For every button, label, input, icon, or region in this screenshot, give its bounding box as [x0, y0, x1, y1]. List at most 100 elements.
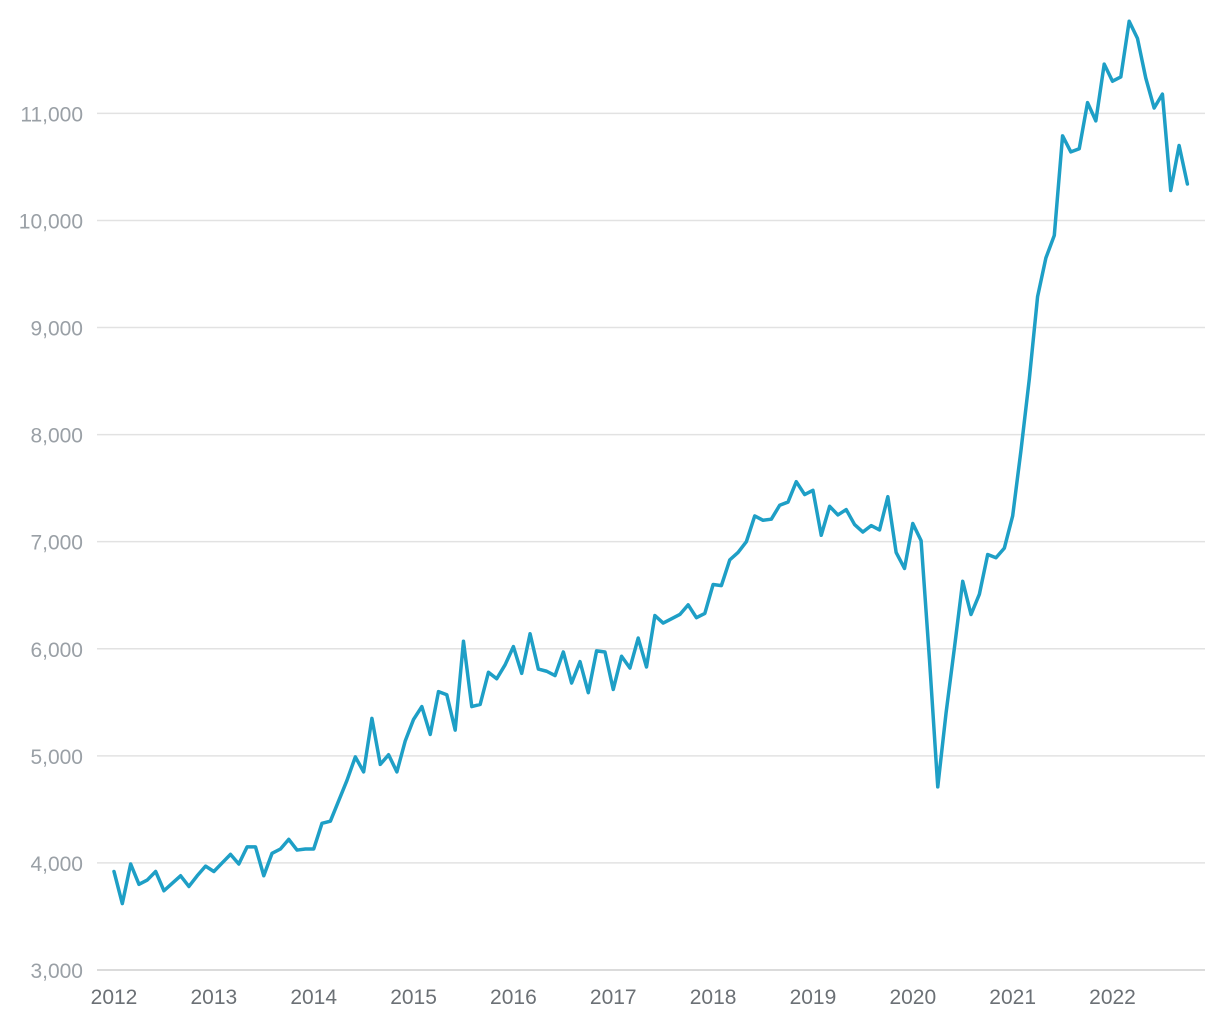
x-tick-label: 2017: [590, 986, 637, 1009]
data-point: [503, 663, 507, 667]
data-point: [1152, 106, 1156, 110]
x-tick-label: 2015: [390, 986, 437, 1009]
data-point: [362, 770, 366, 774]
data-point: [636, 636, 640, 640]
data-point: [886, 495, 890, 499]
data-point: [1069, 150, 1073, 154]
data-point: [370, 716, 374, 720]
data-point: [844, 508, 848, 512]
data-point: [1002, 546, 1006, 550]
data-point: [129, 862, 133, 866]
x-tick-label: 2012: [91, 986, 138, 1009]
data-point: [412, 717, 416, 721]
y-tick-label: 9,000: [30, 318, 83, 341]
data-point: [528, 632, 532, 636]
data-point: [237, 862, 241, 866]
data-point: [179, 874, 183, 878]
data-point: [794, 480, 798, 484]
x-tick-label: 2019: [790, 986, 837, 1009]
data-point: [1144, 76, 1148, 80]
data-point: [611, 687, 615, 691]
data-point: [212, 869, 216, 873]
data-point: [345, 778, 349, 782]
data-point: [262, 874, 266, 878]
data-point: [703, 611, 707, 615]
data-point: [470, 705, 474, 709]
data-point: [1077, 147, 1081, 151]
data-point: [878, 528, 882, 532]
data-point: [694, 616, 698, 620]
x-tick-label: 2013: [190, 986, 237, 1009]
data-point: [678, 612, 682, 616]
data-point: [894, 550, 898, 554]
data-point: [320, 821, 324, 825]
data-point: [944, 711, 948, 715]
data-point: [961, 579, 965, 583]
data-point: [561, 650, 565, 654]
series-layer: [112, 19, 1190, 906]
data-point: [803, 493, 807, 497]
y-tick-label: 5,000: [30, 746, 83, 769]
data-point: [536, 667, 540, 671]
data-point: [1011, 514, 1015, 518]
data-point: [711, 583, 715, 587]
data-point: [603, 650, 607, 654]
data-point: [1119, 75, 1123, 79]
data-point: [486, 670, 490, 674]
data-point: [578, 660, 582, 664]
data-point: [986, 553, 990, 557]
data-point: [936, 785, 940, 789]
data-point: [903, 566, 907, 570]
data-point: [112, 869, 116, 873]
data-point: [570, 681, 574, 685]
data-point: [520, 671, 524, 675]
data-point: [245, 845, 249, 849]
y-tick-label: 4,000: [30, 853, 83, 876]
data-point: [253, 845, 257, 849]
data-point: [595, 649, 599, 653]
y-tick-label: 10,000: [19, 210, 83, 233]
data-point: [911, 521, 915, 525]
data-point: [145, 878, 149, 882]
data-point: [686, 603, 690, 607]
data-point: [1102, 62, 1106, 66]
gridlines: [97, 112, 1205, 971]
data-point: [786, 500, 790, 504]
x-tick-label: 2018: [690, 986, 737, 1009]
data-point: [1135, 36, 1139, 40]
data-point: [437, 690, 441, 694]
data-point: [645, 665, 649, 669]
data-point: [328, 819, 332, 823]
data-point: [869, 524, 873, 528]
data-point: [120, 902, 124, 906]
data-point: [828, 504, 832, 508]
data-point: [495, 677, 499, 681]
data-point: [170, 881, 174, 885]
data-point: [1127, 19, 1131, 23]
data-point: [395, 770, 399, 774]
data-point: [154, 869, 158, 873]
x-tick-label: 2021: [989, 986, 1036, 1009]
x-tick-label: 2014: [290, 986, 337, 1009]
data-point: [669, 617, 673, 621]
data-point: [1019, 449, 1023, 453]
data-point: [511, 645, 515, 649]
data-point: [861, 530, 865, 534]
data-point: [919, 539, 923, 543]
data-point: [553, 674, 557, 678]
data-point: [994, 556, 998, 560]
data-point: [403, 739, 407, 743]
data-point: [353, 755, 357, 759]
data-point: [1086, 101, 1090, 105]
data-point: [1177, 143, 1181, 147]
data-point: [337, 799, 341, 803]
data-point: [1061, 134, 1065, 138]
y-tick-label: 6,000: [30, 639, 83, 662]
data-point: [1044, 256, 1048, 260]
data-point: [1111, 79, 1115, 83]
data-point: [187, 884, 191, 888]
data-point: [853, 523, 857, 527]
data-point: [278, 847, 282, 851]
y-tick-label: 11,000: [20, 103, 83, 126]
data-point: [287, 837, 291, 841]
